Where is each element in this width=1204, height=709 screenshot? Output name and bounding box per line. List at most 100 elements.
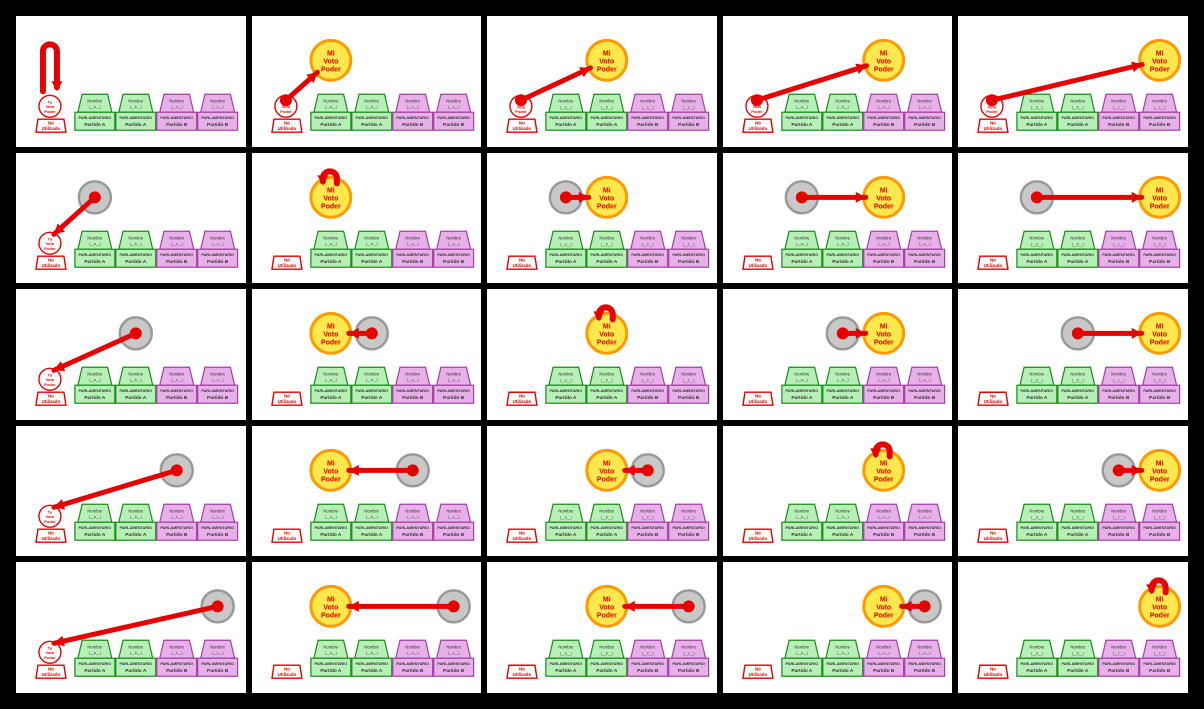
- svg-text:Nombre: Nombre: [876, 645, 892, 650]
- svg-text:(__c__): (__c__): [1154, 242, 1166, 246]
- svg-text:PARLAMENTARIO: PARLAMENTARIO: [785, 116, 818, 120]
- svg-text:PARLAMENTARIO: PARLAMENTARIO: [591, 663, 624, 667]
- svg-text:Voto: Voto: [876, 468, 891, 475]
- svg-text:Voto: Voto: [323, 58, 338, 65]
- svg-text:PARLAMENTARIO: PARLAMENTARIO: [1062, 253, 1095, 257]
- svg-text:Partido B: Partido B: [873, 395, 895, 401]
- mi-voto-circle: Mi Voto Poder: [310, 450, 350, 490]
- mi-voto-circle: Mi Voto Poder: [1140, 40, 1180, 80]
- svg-text:(__c__): (__c__): [1154, 105, 1166, 109]
- svg-text:PARLAMENTARIO: PARLAMENTARIO: [119, 116, 152, 120]
- svg-text:No: No: [990, 394, 996, 399]
- voting-matrix-grid: Nombre (__a__) PARLAMENTARIO Partido A N…: [0, 0, 1204, 709]
- svg-text:PARLAMENTARIO: PARLAMENTARIO: [79, 526, 112, 530]
- svg-text:Utilizado: Utilizado: [277, 399, 296, 404]
- svg-text:Partido B: Partido B: [166, 532, 188, 538]
- svg-text:Mi: Mi: [1156, 324, 1164, 331]
- svg-text:Partido B: Partido B: [1149, 395, 1171, 401]
- svg-text:No: No: [519, 667, 525, 672]
- svg-text:PARLAMENTARIO: PARLAMENTARIO: [314, 526, 347, 530]
- podium-1: Nombre (__b__) PARLAMENTARIO Partido A: [587, 94, 627, 130]
- svg-text:(__a__): (__a__): [324, 652, 336, 656]
- podium-0: Nombre (__a__) PARLAMENTARIO Partido A: [1017, 504, 1057, 540]
- svg-text:(__c__): (__c__): [212, 242, 224, 246]
- svg-text:No: No: [990, 667, 996, 672]
- svg-text:PARLAMENTARIO: PARLAMENTARIO: [867, 389, 900, 393]
- svg-text:Partido B: Partido B: [678, 259, 700, 265]
- podium-3: Nombre (__c__) PARLAMENTARIO Partido B: [433, 504, 473, 540]
- svg-text:PARLAMENTARIO: PARLAMENTARIO: [437, 663, 470, 667]
- svg-text:Partido B: Partido B: [637, 395, 659, 401]
- svg-text:Partido B: Partido B: [873, 532, 895, 538]
- cell-1-2: Nombre (__a__) PARLAMENTARIO Partido A N…: [487, 153, 717, 284]
- svg-text:Partido B: Partido B: [1108, 395, 1130, 401]
- svg-text:(__a__): (__a__): [324, 105, 336, 109]
- svg-text:Partido A: Partido A: [1068, 669, 1090, 675]
- uturn-arrow: [43, 44, 62, 91]
- podium-1: Nombre (__b__) PARLAMENTARIO Partido A: [351, 367, 391, 403]
- svg-text:PARLAMENTARIO: PARLAMENTARIO: [160, 253, 193, 257]
- cell-1-4: Nombre (__a__) PARLAMENTARIO Partido A N…: [958, 153, 1188, 284]
- cell-3-3: Nombre (__a__) PARLAMENTARIO Partido A N…: [723, 426, 953, 557]
- podium-0: Nombre (__a__) PARLAMENTARIO Partido A: [75, 367, 115, 403]
- svg-text:Nombre: Nombre: [681, 235, 697, 240]
- svg-text:PARLAMENTARIO: PARLAMENTARIO: [1103, 253, 1136, 257]
- svg-text:(__a__): (__a__): [1031, 378, 1043, 382]
- mi-voto-circle: Mi Voto Poder: [310, 314, 350, 354]
- svg-text:PARLAMENTARIO: PARLAMENTARIO: [632, 389, 665, 393]
- podium-1: Nombre (__b__) PARLAMENTARIO Partido A: [823, 367, 863, 403]
- svg-text:PARLAMENTARIO: PARLAMENTARIO: [632, 116, 665, 120]
- svg-text:Nombre: Nombre: [323, 98, 339, 103]
- podium-3: Nombre (__c__) PARLAMENTARIO Partido B: [198, 231, 238, 267]
- svg-text:Partido B: Partido B: [207, 259, 229, 265]
- svg-text:No: No: [284, 121, 290, 126]
- svg-text:Partido A: Partido A: [556, 669, 578, 675]
- svg-text:Nombre: Nombre: [323, 235, 339, 240]
- svg-text:Poder: Poder: [44, 109, 56, 114]
- svg-text:Nombre: Nombre: [169, 235, 185, 240]
- svg-text:Nombre: Nombre: [600, 371, 616, 376]
- svg-text:PARLAMENTARIO: PARLAMENTARIO: [437, 389, 470, 393]
- svg-text:Mi: Mi: [603, 597, 611, 604]
- svg-text:Partido A: Partido A: [556, 259, 578, 265]
- podium-2: Nombre (__c__) PARLAMENTARIO Partido B: [157, 641, 197, 677]
- mi-voto-circle: Mi Voto Poder: [1140, 177, 1180, 217]
- svg-text:Voto: Voto: [599, 195, 614, 202]
- svg-text:Partido B: Partido B: [207, 669, 229, 675]
- svg-text:Nombre: Nombre: [210, 98, 226, 103]
- cell-0-1: Nombre (__a__) PARLAMENTARIO Partido A N…: [252, 16, 482, 147]
- svg-text:PARLAMENTARIO: PARLAMENTARIO: [785, 526, 818, 530]
- svg-text:Nombre: Nombre: [128, 371, 144, 376]
- svg-text:PARLAMENTARIO: PARLAMENTARIO: [355, 253, 388, 257]
- svg-text:Partido B: Partido B: [678, 532, 700, 538]
- podium-3: Nombre (__c__) PARLAMENTARIO Partido B: [433, 94, 473, 130]
- svg-text:Partido B: Partido B: [637, 669, 659, 675]
- cell-2-0: Nombre (__a__) PARLAMENTARIO Partido A N…: [16, 289, 246, 420]
- podium-1: Nombre (__b__) PARLAMENTARIO Partido A: [1058, 641, 1098, 677]
- podium-3: Nombre (__c__) PARLAMENTARIO Partido B: [904, 231, 944, 267]
- svg-text:(__a__): (__a__): [796, 652, 808, 656]
- svg-text:Nombre: Nombre: [1071, 645, 1087, 650]
- svg-text:PARLAMENTARIO: PARLAMENTARIO: [1062, 389, 1095, 393]
- svg-text:Poder: Poder: [515, 109, 527, 114]
- svg-text:Poder: Poder: [321, 340, 341, 347]
- svg-text:PARLAMENTARIO: PARLAMENTARIO: [119, 253, 152, 257]
- svg-text:PARLAMENTARIO: PARLAMENTARIO: [908, 663, 941, 667]
- svg-text:Poder: Poder: [1150, 613, 1170, 620]
- podium-3: Nombre (__c__) PARLAMENTARIO Partido B: [198, 504, 238, 540]
- svg-text:Nombre: Nombre: [600, 645, 616, 650]
- mi-voto-circle: Mi Voto Poder: [587, 587, 627, 627]
- svg-text:PARLAMENTARIO: PARLAMENTARIO: [550, 663, 583, 667]
- svg-text:Utilizado: Utilizado: [277, 263, 296, 268]
- svg-text:Nombre: Nombre: [323, 508, 339, 513]
- svg-text:(__c__): (__c__): [642, 242, 654, 246]
- svg-text:(__a__): (__a__): [560, 515, 572, 519]
- svg-text:PARLAMENTARIO: PARLAMENTARIO: [314, 116, 347, 120]
- podium-1: Nombre (__b__) PARLAMENTARIO Partido A: [587, 231, 627, 267]
- svg-text:Partido A: Partido A: [556, 395, 578, 401]
- cell-4-1: Nombre (__a__) PARLAMENTARIO Partido A N…: [252, 562, 482, 693]
- svg-text:(__b__): (__b__): [1072, 515, 1084, 519]
- svg-text:(__c__): (__c__): [919, 105, 931, 109]
- svg-text:Poder: Poder: [44, 656, 56, 661]
- svg-text:Partido B: Partido B: [678, 395, 700, 401]
